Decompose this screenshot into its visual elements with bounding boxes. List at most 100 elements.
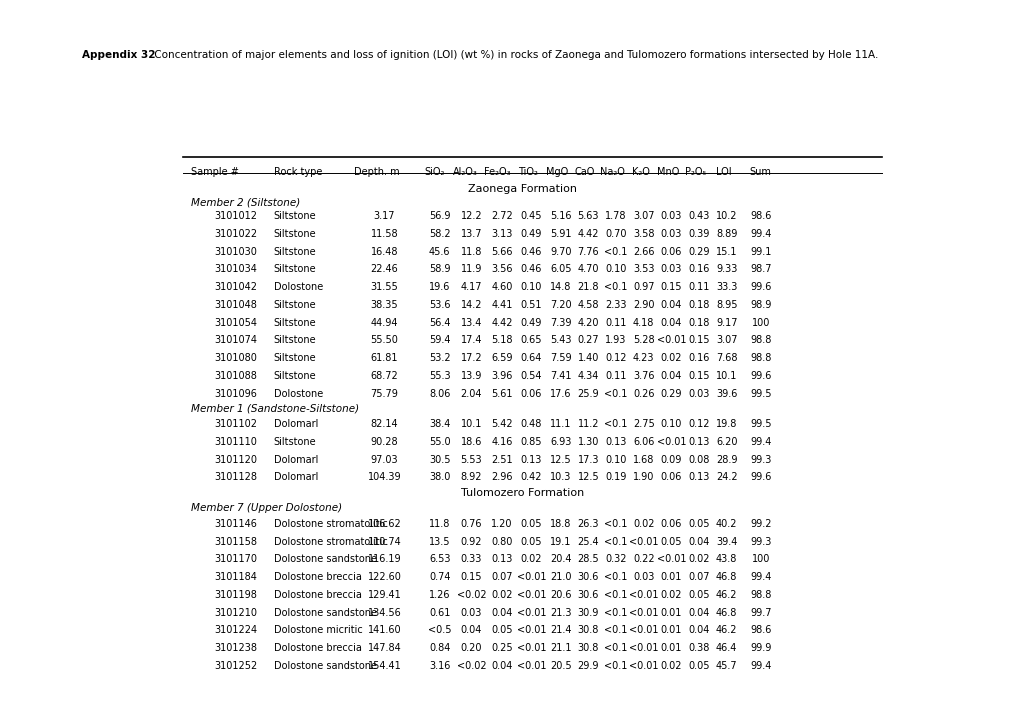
- Text: 0.13: 0.13: [604, 437, 626, 447]
- Text: <0.01: <0.01: [629, 625, 658, 635]
- Text: Dolomarl: Dolomarl: [273, 419, 318, 429]
- Text: 0.70: 0.70: [604, 229, 626, 239]
- Text: 129.41: 129.41: [367, 590, 400, 600]
- Text: 0.02: 0.02: [660, 590, 682, 600]
- Text: 8.89: 8.89: [715, 229, 737, 239]
- Text: 97.03: 97.03: [370, 454, 397, 464]
- Text: 0.15: 0.15: [461, 572, 482, 582]
- Text: 0.38: 0.38: [688, 643, 709, 653]
- Text: 13.9: 13.9: [461, 371, 482, 381]
- Text: 4.23: 4.23: [633, 353, 654, 363]
- Text: 3101210: 3101210: [214, 608, 257, 618]
- Text: 0.18: 0.18: [688, 318, 709, 328]
- Text: 3101022: 3101022: [214, 229, 258, 239]
- Text: Siltstone: Siltstone: [273, 264, 316, 274]
- Text: 0.13: 0.13: [688, 437, 709, 447]
- Text: 56.4: 56.4: [429, 318, 450, 328]
- Text: 4.17: 4.17: [461, 282, 482, 292]
- Text: <0.1: <0.1: [603, 625, 627, 635]
- Text: 58.2: 58.2: [429, 229, 450, 239]
- Text: 0.05: 0.05: [660, 536, 682, 546]
- Text: <0.1: <0.1: [603, 389, 627, 399]
- Text: 90.28: 90.28: [370, 437, 397, 447]
- Text: 7.68: 7.68: [715, 353, 737, 363]
- Text: K₂O: K₂O: [631, 167, 649, 177]
- Text: 11.1: 11.1: [549, 419, 571, 429]
- Text: 4.34: 4.34: [577, 371, 598, 381]
- Text: 98.8: 98.8: [750, 336, 771, 346]
- Text: 39.4: 39.4: [715, 536, 737, 546]
- Text: 3.13: 3.13: [491, 229, 513, 239]
- Text: 12.2: 12.2: [461, 211, 482, 221]
- Text: 4.41: 4.41: [491, 300, 513, 310]
- Text: 0.05: 0.05: [688, 519, 709, 528]
- Text: <0.1: <0.1: [603, 572, 627, 582]
- Text: 0.05: 0.05: [491, 625, 513, 635]
- Text: 5.28: 5.28: [632, 336, 654, 346]
- Text: 0.03: 0.03: [660, 229, 682, 239]
- Text: 0.80: 0.80: [491, 536, 513, 546]
- Text: 30.6: 30.6: [577, 590, 598, 600]
- Text: 61.81: 61.81: [370, 353, 397, 363]
- Text: 0.27: 0.27: [577, 336, 598, 346]
- Text: 2.72: 2.72: [491, 211, 513, 221]
- Text: 134.56: 134.56: [367, 608, 400, 618]
- Text: 0.92: 0.92: [461, 536, 482, 546]
- Text: 0.10: 0.10: [521, 282, 542, 292]
- Text: 99.3: 99.3: [750, 454, 771, 464]
- Text: 3.17: 3.17: [373, 211, 394, 221]
- Text: 2.90: 2.90: [633, 300, 654, 310]
- Text: 40.2: 40.2: [715, 519, 737, 528]
- Text: <0.01: <0.01: [629, 536, 658, 546]
- Text: 0.05: 0.05: [688, 661, 709, 671]
- Text: 0.15: 0.15: [688, 371, 709, 381]
- Text: 0.12: 0.12: [604, 353, 626, 363]
- Text: 17.6: 17.6: [549, 389, 571, 399]
- Text: 53.6: 53.6: [429, 300, 450, 310]
- Text: 2.04: 2.04: [461, 389, 482, 399]
- Text: P₂O₅: P₂O₅: [685, 167, 706, 177]
- Text: 28.5: 28.5: [577, 554, 598, 564]
- Text: 3101048: 3101048: [214, 300, 257, 310]
- Text: CaO: CaO: [574, 167, 594, 177]
- Text: 6.06: 6.06: [633, 437, 654, 447]
- Text: 17.3: 17.3: [577, 454, 598, 464]
- Text: <0.01: <0.01: [517, 661, 545, 671]
- Text: 10.2: 10.2: [715, 211, 737, 221]
- Text: 3.07: 3.07: [633, 211, 654, 221]
- Text: Dolostone breccia: Dolostone breccia: [273, 590, 362, 600]
- Text: <0.1: <0.1: [603, 590, 627, 600]
- Text: 99.5: 99.5: [750, 389, 771, 399]
- Text: Dolostone breccia: Dolostone breccia: [273, 643, 362, 653]
- Text: 0.04: 0.04: [688, 608, 709, 618]
- Text: 21.3: 21.3: [549, 608, 571, 618]
- Text: 0.84: 0.84: [429, 643, 450, 653]
- Text: 2.96: 2.96: [491, 472, 513, 482]
- Text: 0.04: 0.04: [688, 625, 709, 635]
- Text: 22.46: 22.46: [370, 264, 397, 274]
- Text: 0.04: 0.04: [461, 625, 482, 635]
- Text: 0.06: 0.06: [521, 389, 542, 399]
- Text: 100: 100: [752, 318, 770, 328]
- Text: 0.01: 0.01: [660, 625, 682, 635]
- Text: Appendix 32: Appendix 32: [82, 50, 155, 60]
- Text: 0.51: 0.51: [520, 300, 542, 310]
- Text: 0.02: 0.02: [520, 554, 542, 564]
- Text: 11.8: 11.8: [429, 519, 450, 528]
- Text: Siltstone: Siltstone: [273, 300, 316, 310]
- Text: 6.53: 6.53: [429, 554, 450, 564]
- Text: 11.2: 11.2: [577, 419, 598, 429]
- Text: 0.04: 0.04: [491, 608, 513, 618]
- Text: 39.6: 39.6: [715, 389, 737, 399]
- Text: 0.45: 0.45: [520, 211, 542, 221]
- Text: 0.03: 0.03: [660, 264, 682, 274]
- Text: 0.64: 0.64: [521, 353, 542, 363]
- Text: 0.11: 0.11: [604, 318, 626, 328]
- Text: 116.19: 116.19: [367, 554, 400, 564]
- Text: 3101158: 3101158: [214, 536, 257, 546]
- Text: 0.07: 0.07: [688, 572, 709, 582]
- Text: 12.5: 12.5: [549, 454, 571, 464]
- Text: 45.7: 45.7: [715, 661, 737, 671]
- Text: 44.94: 44.94: [370, 318, 397, 328]
- Text: 1.30: 1.30: [577, 437, 598, 447]
